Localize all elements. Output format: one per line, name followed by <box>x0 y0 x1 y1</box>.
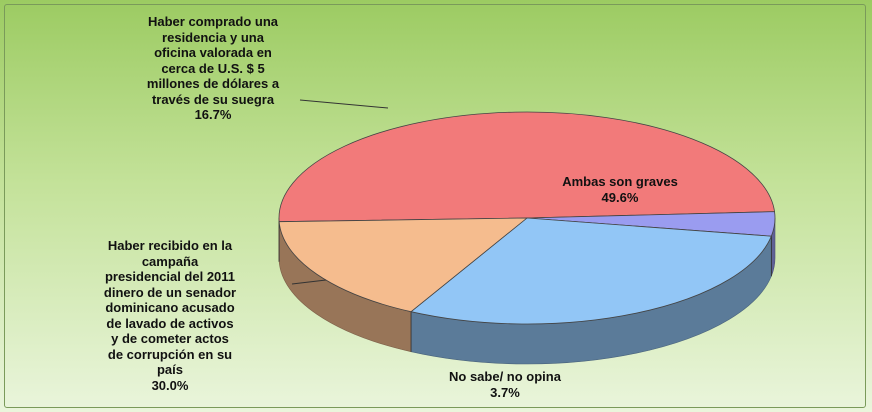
slice-label: Ambas son graves 49.6% <box>562 174 678 205</box>
pie-slice <box>278 217 529 313</box>
value-label: 3.7% <box>490 384 520 400</box>
chart-frame <box>4 4 866 408</box>
value-label: 16.7% <box>194 107 232 122</box>
category-label: No sabe/ no opina <box>449 369 561 384</box>
slice-label: Haber comprado una residencia y una ofic… <box>147 14 279 123</box>
leader-line <box>299 99 389 109</box>
slice-label: No sabe/ no opina 3.7% <box>449 369 561 400</box>
category-label: Haber recibido en la campaña presidencia… <box>103 238 237 377</box>
value-label: 49.6% <box>601 189 639 205</box>
leader-line <box>291 279 327 285</box>
category-label: Haber comprado una residencia y una ofic… <box>146 14 280 107</box>
value-label: 30.0% <box>151 377 189 393</box>
category-label: Ambas son graves <box>562 174 678 189</box>
slice-label: Haber recibido en la campaña presidencia… <box>104 238 236 393</box>
pie-slice <box>410 217 772 325</box>
pie-slice <box>278 111 776 223</box>
